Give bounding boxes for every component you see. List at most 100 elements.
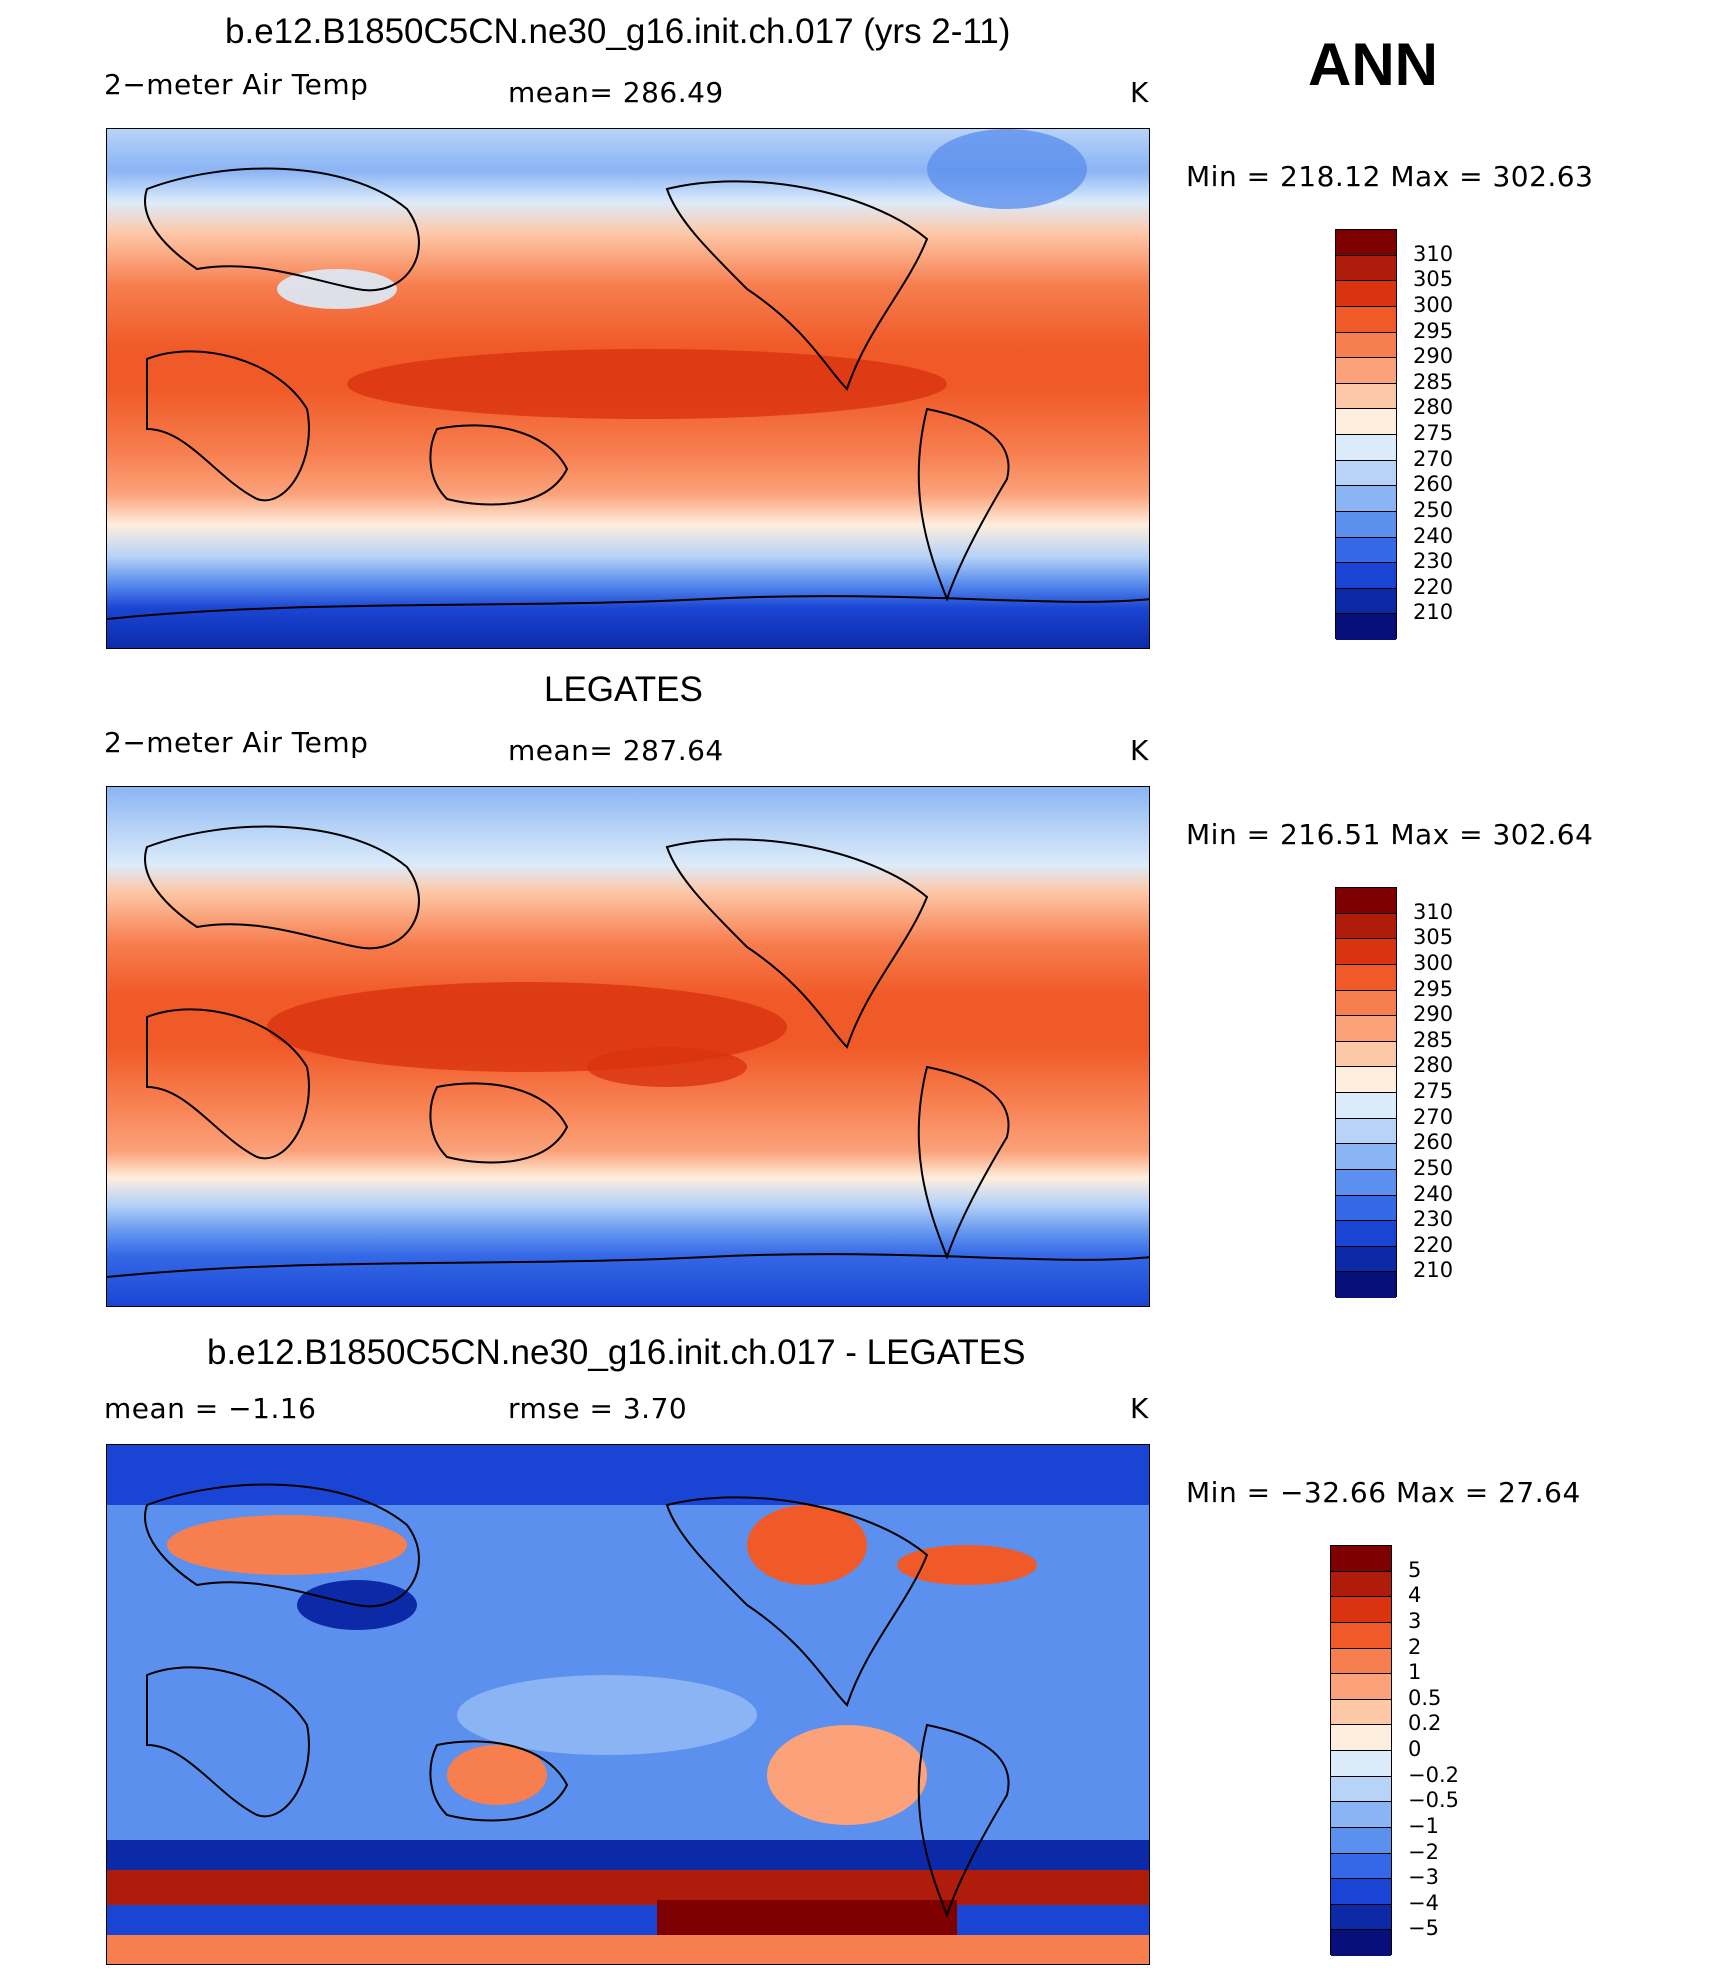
- abs2-swatch: [1336, 1067, 1396, 1093]
- abs1-label: 250: [1413, 497, 1454, 522]
- diff-swatch: [1331, 1648, 1391, 1675]
- panel3-title: b.e12.B1850C5CN.ne30_g16.init.ch.017 - L…: [207, 1333, 1026, 1372]
- abs2-swatch: [1336, 1144, 1396, 1170]
- panel3-mean: mean = −1.16: [104, 1392, 317, 1425]
- abs1-label: 275: [1413, 421, 1454, 445]
- panel3-rmse: rmse = 3.70: [508, 1392, 688, 1425]
- abs2-label: 250: [1413, 1155, 1454, 1180]
- diff-swatch: [1331, 1751, 1391, 1777]
- abs1-label: 295: [1413, 318, 1454, 343]
- abs2-label: 295: [1413, 976, 1454, 1001]
- abs1-swatch: [1336, 460, 1396, 487]
- abs2-label: 280: [1413, 1053, 1454, 1078]
- panel2-title: LEGATES: [544, 670, 703, 709]
- panel3-colorbar: [1330, 1545, 1392, 1956]
- abs2-label: 300: [1413, 950, 1454, 975]
- abs2-label: 260: [1413, 1130, 1454, 1155]
- panel2-mean: mean= 287.64: [508, 734, 724, 767]
- panel1-colorbar: [1335, 229, 1397, 640]
- abs1-swatch: [1336, 486, 1396, 512]
- abs1-label: 305: [1413, 267, 1454, 292]
- panel1-variable: 2−meter Air Temp: [104, 68, 369, 101]
- diff-label: −4: [1408, 1890, 1439, 1915]
- abs1-swatch: [1336, 230, 1396, 256]
- abs2-swatch: [1336, 1093, 1396, 1119]
- diff-label: 1: [1408, 1660, 1422, 1685]
- panel3-map: [106, 1444, 1150, 1965]
- diff-label: 3: [1408, 1608, 1422, 1633]
- abs2-swatch: [1336, 1016, 1396, 1042]
- abs2-swatch: [1336, 888, 1396, 914]
- panel3-units: K: [1130, 1392, 1149, 1425]
- diff-swatch: [1331, 1930, 1391, 1956]
- abs1-swatch: [1336, 358, 1396, 384]
- abs1-swatch: [1336, 563, 1396, 589]
- abs2-label: 305: [1413, 925, 1454, 950]
- abs1-swatch: [1336, 383, 1396, 410]
- panel2-map: [106, 786, 1150, 1307]
- diff-swatch: [1331, 1827, 1391, 1854]
- diff-swatch: [1331, 1776, 1391, 1803]
- diff-swatch: [1331, 1725, 1391, 1751]
- diff-label: 0.5: [1408, 1685, 1442, 1710]
- abs2-label: 290: [1413, 1002, 1454, 1027]
- diff-swatch: [1331, 1622, 1391, 1649]
- abs1-swatch: [1336, 537, 1396, 564]
- diff-swatch: [1331, 1597, 1391, 1623]
- abs2-label: 230: [1413, 1207, 1454, 1232]
- abs1-label: 290: [1413, 344, 1454, 369]
- abs2-swatch: [1336, 1118, 1396, 1145]
- abs2-swatch: [1336, 1246, 1396, 1273]
- abs1-swatch: [1336, 511, 1396, 538]
- abs1-label: 260: [1413, 472, 1454, 497]
- panel1-minmax: Min = 218.12 Max = 302.63: [1186, 160, 1594, 193]
- panel2-minmax: Min = 216.51 Max = 302.64: [1186, 818, 1594, 851]
- abs1-label: 285: [1413, 369, 1454, 394]
- diff-swatch: [1331, 1904, 1391, 1931]
- abs1-swatch: [1336, 281, 1396, 307]
- diff-label: −0.2: [1408, 1762, 1459, 1787]
- abs2-swatch: [1336, 1221, 1396, 1247]
- diff-label: 4: [1408, 1583, 1422, 1608]
- abs2-swatch: [1336, 1272, 1396, 1298]
- panel1-title: b.e12.B1850C5CN.ne30_g16.init.ch.017 (yr…: [225, 12, 1011, 51]
- abs2-swatch: [1336, 1169, 1396, 1196]
- diff-swatch: [1331, 1853, 1391, 1880]
- abs1-label: 300: [1413, 292, 1454, 317]
- abs1-label: 220: [1413, 574, 1454, 599]
- panel1-mean: mean= 286.49: [508, 76, 724, 109]
- panel1-map: [106, 128, 1150, 649]
- diff-swatch: [1331, 1879, 1391, 1905]
- abs1-swatch: [1336, 614, 1396, 640]
- diff-label: 2: [1408, 1634, 1422, 1659]
- season-label: ANN: [1308, 31, 1438, 98]
- abs1-swatch: [1336, 306, 1396, 333]
- abs2-swatch: [1336, 1041, 1396, 1068]
- abs2-label: 210: [1413, 1258, 1454, 1283]
- panel2-units: K: [1130, 734, 1149, 767]
- diff-label: −1: [1408, 1813, 1439, 1838]
- abs2-label: 220: [1413, 1232, 1454, 1257]
- diff-swatch: [1331, 1546, 1391, 1572]
- diff-swatch: [1331, 1802, 1391, 1828]
- abs1-label: 230: [1413, 549, 1454, 574]
- panel3-minmax: Min = −32.66 Max = 27.64: [1186, 1476, 1581, 1509]
- panel2-variable: 2−meter Air Temp: [104, 726, 369, 759]
- abs1-swatch: [1336, 588, 1396, 615]
- abs2-swatch: [1336, 939, 1396, 965]
- diff-swatch: [1331, 1571, 1391, 1598]
- panel2-colorbar: [1335, 887, 1397, 1298]
- abs1-label: 310: [1413, 241, 1454, 266]
- diff-swatch: [1331, 1699, 1391, 1726]
- abs1-swatch: [1336, 332, 1396, 359]
- diff-label: −2: [1408, 1839, 1439, 1864]
- diff-label: −3: [1408, 1865, 1439, 1890]
- abs2-label: 240: [1413, 1181, 1454, 1206]
- abs1-swatch: [1336, 255, 1396, 282]
- abs1-label: 270: [1413, 446, 1454, 471]
- abs2-swatch: [1336, 913, 1396, 940]
- abs2-swatch: [1336, 964, 1396, 991]
- abs2-swatch: [1336, 990, 1396, 1017]
- abs2-label: 275: [1413, 1079, 1454, 1103]
- abs1-label: 280: [1413, 395, 1454, 420]
